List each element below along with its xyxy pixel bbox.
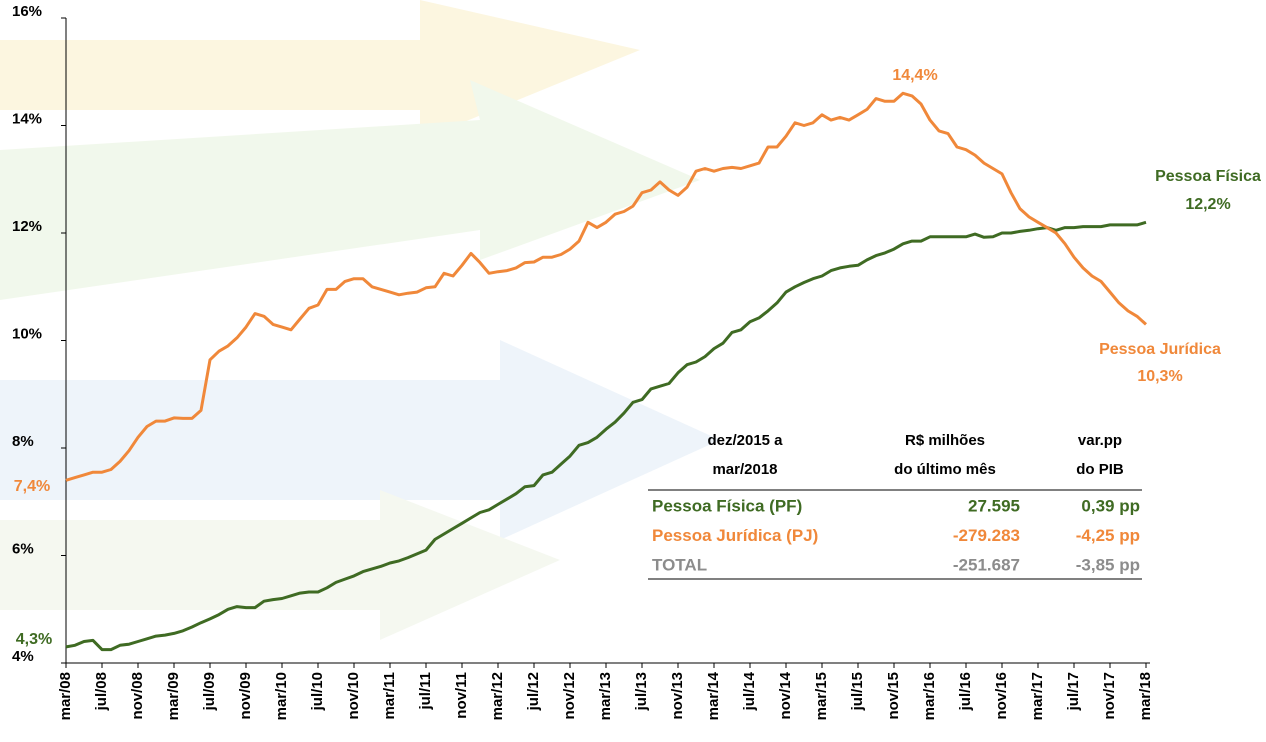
table-header: var.pp bbox=[1078, 432, 1122, 449]
x-tick-label: mar/12 bbox=[489, 672, 506, 720]
x-tick-label: nov/08 bbox=[129, 672, 146, 720]
x-tick-label: jul/08 bbox=[93, 672, 110, 711]
x-tick-label: jul/11 bbox=[417, 672, 434, 711]
y-tick-label: 8% bbox=[12, 433, 34, 450]
x-tick-label: jul/15 bbox=[849, 672, 866, 711]
table-header: do último mês bbox=[894, 461, 996, 478]
background-arrows bbox=[0, 0, 720, 640]
x-tick-label: nov/17 bbox=[1101, 672, 1118, 720]
table-cell: -3,85 pp bbox=[1076, 555, 1140, 574]
y-tick-label: 14% bbox=[12, 110, 42, 127]
x-tick-label: jul/14 bbox=[741, 671, 758, 711]
x-tick-label: mar/08 bbox=[57, 672, 74, 720]
table-header: dez/2015 a bbox=[707, 432, 783, 449]
x-tick-label: nov/14 bbox=[777, 671, 794, 719]
x-tick-label: jul/17 bbox=[1065, 672, 1082, 711]
x-tick-label: nov/16 bbox=[993, 672, 1010, 720]
x-tick-label: jul/10 bbox=[309, 672, 326, 711]
series-label: Pessoa Jurídica bbox=[1099, 341, 1221, 358]
x-tick-label: nov/12 bbox=[561, 672, 578, 720]
x-tick-label: mar/09 bbox=[165, 672, 182, 720]
annotation: 4,3% bbox=[16, 631, 52, 648]
y-tick-label: 12% bbox=[12, 218, 42, 235]
table-cell: 0,39 pp bbox=[1081, 496, 1140, 515]
table-header: mar/2018 bbox=[712, 461, 777, 478]
y-tick-label: 4% bbox=[12, 648, 34, 665]
table-cell: -251.687 bbox=[953, 555, 1020, 574]
annotation: 7,4% bbox=[14, 478, 50, 495]
table-cell: -279.283 bbox=[953, 526, 1020, 545]
x-tick-label: jul/13 bbox=[633, 672, 650, 711]
y-tick-label: 10% bbox=[12, 325, 42, 342]
y-tick-label: 6% bbox=[12, 540, 34, 557]
x-tick-label: nov/10 bbox=[345, 672, 362, 720]
table-cell: TOTAL bbox=[652, 555, 707, 574]
x-tick-label: mar/11 bbox=[381, 672, 398, 720]
x-tick-label: mar/17 bbox=[1029, 672, 1046, 720]
table-cell: Pessoa Jurídica (PJ) bbox=[652, 526, 818, 545]
x-tick-label: nov/13 bbox=[669, 672, 686, 720]
x-tick-label: mar/10 bbox=[273, 672, 290, 720]
table-cell: Pessoa Física (PF) bbox=[652, 496, 802, 515]
x-tick-label: jul/12 bbox=[525, 672, 542, 711]
x-tick-label: mar/13 bbox=[597, 672, 614, 720]
table-header: do PIB bbox=[1076, 461, 1124, 478]
x-tick-label: jul/16 bbox=[957, 672, 974, 711]
y-tick-label: 16% bbox=[12, 3, 42, 20]
x-tick-label: mar/18 bbox=[1137, 672, 1154, 720]
x-tick-label: jul/09 bbox=[201, 672, 218, 711]
series-label: Pessoa Física bbox=[1155, 168, 1261, 185]
x-tick-label: nov/09 bbox=[237, 672, 254, 720]
table-cell: -4,25 pp bbox=[1076, 526, 1140, 545]
x-tick-label: nov/15 bbox=[885, 672, 902, 720]
annotation: 10,3% bbox=[1137, 368, 1182, 385]
x-tick-label: mar/15 bbox=[813, 672, 830, 720]
x-tick-label: mar/14 bbox=[705, 671, 722, 720]
table-header: R$ milhões bbox=[905, 432, 985, 449]
x-tick-label: mar/16 bbox=[921, 672, 938, 720]
annotation: 14,4% bbox=[892, 67, 937, 84]
table-cell: 27.595 bbox=[968, 496, 1020, 515]
x-tick-label: nov/11 bbox=[453, 672, 470, 719]
chart: 4% 6% 8% 10% 12% 14% 16% mar/08 jul/08 nov/08 mar/… bbox=[0, 0, 1266, 742]
annotation: 12,2% bbox=[1185, 196, 1230, 213]
